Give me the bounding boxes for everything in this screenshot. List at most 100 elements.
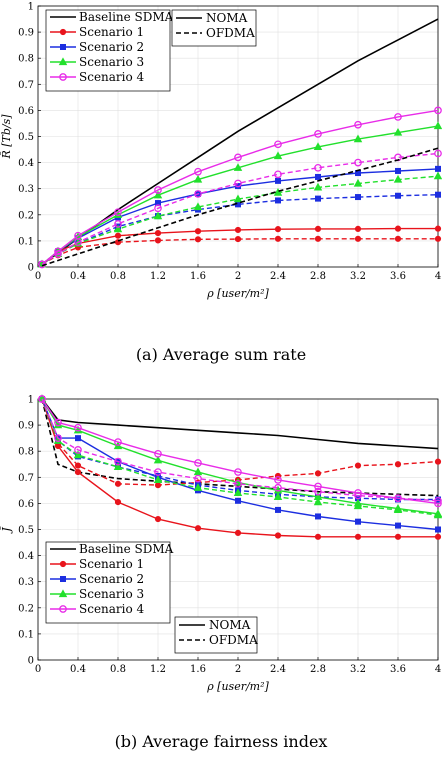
x-tick-label: 2.4 bbox=[270, 271, 286, 282]
data-point bbox=[154, 449, 162, 458]
data-point bbox=[314, 235, 322, 242]
series-line bbox=[41, 398, 439, 502]
y-tick-label: 0.6 bbox=[18, 106, 34, 117]
legend-label: Scenario 2 bbox=[79, 572, 144, 586]
y-tick-label: 0.4 bbox=[18, 158, 34, 169]
data-point bbox=[314, 482, 322, 491]
data-point bbox=[433, 510, 442, 519]
data-point bbox=[434, 458, 442, 465]
x-tick-label: 0.4 bbox=[70, 664, 86, 675]
x-tick-label: 1.2 bbox=[150, 664, 166, 675]
legend-marker bbox=[59, 560, 67, 568]
y-tick-label: 0.1 bbox=[18, 236, 34, 247]
data-point bbox=[314, 225, 322, 232]
y-tick-label: 1 bbox=[28, 2, 34, 13]
data-point bbox=[433, 121, 442, 130]
x-tick-label: 3.2 bbox=[350, 271, 366, 282]
legend-box bbox=[174, 616, 258, 654]
data-point bbox=[154, 468, 162, 476]
data-point bbox=[234, 226, 242, 234]
data-point bbox=[73, 450, 83, 459]
chart-caption: (a) Average sum rate bbox=[136, 345, 306, 364]
data-point bbox=[354, 491, 362, 500]
data-point bbox=[313, 142, 323, 151]
y-tick-label: 0.5 bbox=[18, 525, 34, 536]
data-point bbox=[74, 468, 82, 476]
data-point bbox=[194, 190, 202, 198]
data-point bbox=[273, 492, 283, 500]
data-point bbox=[394, 225, 402, 232]
legend-label: Scenario 4 bbox=[79, 602, 145, 616]
y-tick-label: 0.3 bbox=[18, 577, 34, 588]
data-point bbox=[154, 229, 162, 237]
x-tick-label: 3.2 bbox=[350, 664, 366, 675]
data-point bbox=[274, 226, 282, 233]
series-scenario-1-noma bbox=[38, 395, 442, 540]
data-point bbox=[233, 488, 243, 497]
data-point bbox=[113, 462, 123, 470]
series-scenario-3-noma bbox=[37, 121, 442, 268]
legend-marker bbox=[59, 28, 67, 36]
data-point bbox=[234, 153, 242, 162]
data-point bbox=[153, 475, 163, 484]
series-baseline-ofdma bbox=[41, 147, 439, 267]
legend-label: Scenario 3 bbox=[79, 587, 144, 601]
data-point bbox=[114, 457, 122, 466]
data-point bbox=[354, 235, 362, 242]
data-point bbox=[74, 238, 82, 247]
chart-caption: (b) Average fairness index bbox=[115, 732, 328, 751]
series-line bbox=[41, 227, 438, 265]
legend-label: NOMA bbox=[206, 11, 248, 25]
data-point bbox=[273, 151, 283, 160]
data-point bbox=[54, 250, 62, 258]
series-baseline-sdma bbox=[41, 398, 439, 450]
data-point bbox=[274, 532, 282, 539]
y-tick-label: 1 bbox=[28, 395, 34, 406]
data-point bbox=[194, 167, 202, 176]
data-point bbox=[194, 474, 202, 483]
data-point bbox=[395, 192, 401, 199]
legend-entry: Scenario 4 bbox=[50, 602, 145, 616]
data-point bbox=[114, 480, 122, 487]
series-line bbox=[41, 398, 439, 516]
series-line bbox=[41, 147, 439, 267]
y-tick-label: 0.2 bbox=[18, 210, 34, 221]
data-point bbox=[313, 497, 323, 506]
legend-label: OFDMA bbox=[206, 26, 255, 40]
series-line bbox=[41, 238, 438, 266]
y-tick-label: 0.5 bbox=[18, 132, 34, 143]
legend-entry: Scenario 2 bbox=[50, 572, 144, 586]
series-line bbox=[41, 398, 438, 501]
legend-entry: OFDMA bbox=[176, 26, 255, 40]
legend-box bbox=[171, 9, 257, 47]
data-point bbox=[435, 165, 441, 172]
data-point bbox=[354, 158, 362, 167]
series-line bbox=[41, 152, 439, 265]
data-point bbox=[114, 438, 122, 446]
data-point bbox=[355, 518, 361, 525]
data-point bbox=[354, 225, 362, 232]
series-line bbox=[41, 125, 439, 265]
data-point bbox=[434, 106, 442, 115]
data-point bbox=[394, 533, 402, 540]
legend-marker bbox=[59, 73, 67, 81]
data-point bbox=[435, 191, 441, 198]
legend-entry: Scenario 3 bbox=[50, 587, 144, 601]
legend-entry: Baseline SDMA bbox=[50, 542, 174, 556]
data-point bbox=[354, 533, 362, 540]
data-point bbox=[114, 232, 122, 239]
y-tick-label: 0.6 bbox=[18, 499, 34, 510]
data-point bbox=[275, 197, 281, 204]
data-point bbox=[54, 418, 62, 427]
data-point bbox=[274, 483, 282, 492]
data-point bbox=[154, 204, 162, 213]
data-point bbox=[394, 461, 402, 468]
data-point bbox=[434, 533, 442, 540]
data-point bbox=[315, 513, 321, 520]
series-scenario-4-ofdma bbox=[38, 149, 442, 269]
data-point bbox=[194, 459, 202, 467]
data-point bbox=[314, 163, 322, 172]
